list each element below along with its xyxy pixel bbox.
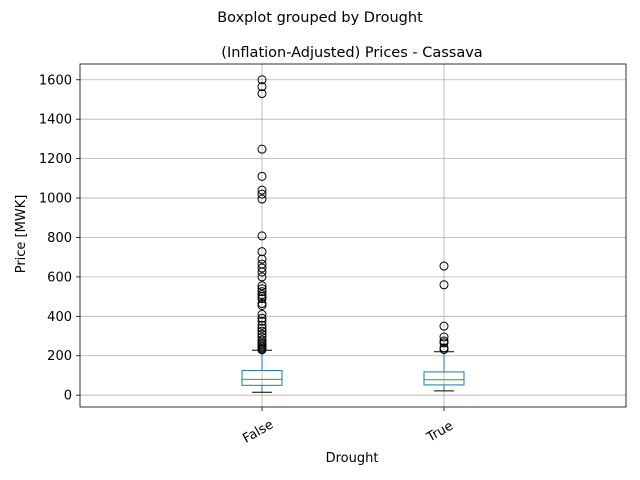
box-group-false: [241, 75, 283, 393]
plot-data: [241, 75, 465, 393]
flier-point: [257, 82, 267, 92]
box-iqr: [241, 370, 283, 386]
box-iqr: [423, 371, 465, 386]
plot-frame: [79, 63, 627, 408]
flier-point: [257, 313, 267, 323]
flier-point: [257, 326, 267, 336]
chart-suptitle: Boxplot grouped by Drought: [217, 10, 423, 26]
y-tick-label: 1400: [39, 113, 72, 128]
y-tick-label: 0: [64, 389, 72, 404]
y-tick-label: 1000: [39, 192, 72, 207]
flier-point: [257, 144, 267, 154]
flier-point: [257, 267, 267, 277]
flier-point: [439, 261, 449, 271]
flier-point: [257, 89, 267, 99]
flier-point: [257, 300, 267, 310]
y-tick-label: 1200: [39, 152, 72, 167]
flier-point: [257, 185, 267, 195]
flier-point: [257, 247, 267, 257]
y-axis-label: Price [MWK]: [14, 195, 29, 274]
x-tick-label: True: [424, 419, 456, 446]
flier-point: [439, 332, 449, 342]
flier-point: [257, 263, 267, 273]
flier-point: [257, 189, 267, 199]
flier-point: [257, 194, 267, 204]
flier-point: [257, 309, 267, 319]
flier-point: [257, 323, 267, 333]
flier-point: [257, 75, 267, 85]
flier-point: [257, 231, 267, 241]
flier-point: [439, 338, 449, 348]
flier-point: [439, 344, 449, 354]
flier-point: [257, 171, 267, 181]
flier-point: [439, 280, 449, 290]
flier-point: [257, 281, 267, 291]
chart-title: (Inflation-Adjusted) Prices - Cassava: [221, 45, 482, 61]
x-axis-label: Drought: [326, 451, 379, 466]
flier-point: [257, 254, 267, 264]
box-group-true: [423, 261, 465, 392]
flier-point: [257, 316, 267, 326]
axes: 0 200 400 600 800 1000 1200 1400 1600 False True: [39, 63, 627, 447]
y-tick-label: 800: [47, 231, 72, 246]
flier-point: [257, 345, 267, 355]
y-tick-label: 400: [47, 310, 72, 325]
y-tick-label: 200: [47, 349, 72, 364]
flier-point: [257, 294, 267, 304]
grid-lines: [80, 64, 626, 407]
y-tick-label: 1600: [39, 73, 72, 88]
flier-point: [257, 272, 267, 282]
y-tick-label: 600: [47, 270, 72, 285]
flier-point: [257, 287, 267, 297]
x-tick-label: False: [240, 417, 276, 446]
flier-point: [439, 321, 449, 331]
flier-point: [257, 320, 267, 330]
